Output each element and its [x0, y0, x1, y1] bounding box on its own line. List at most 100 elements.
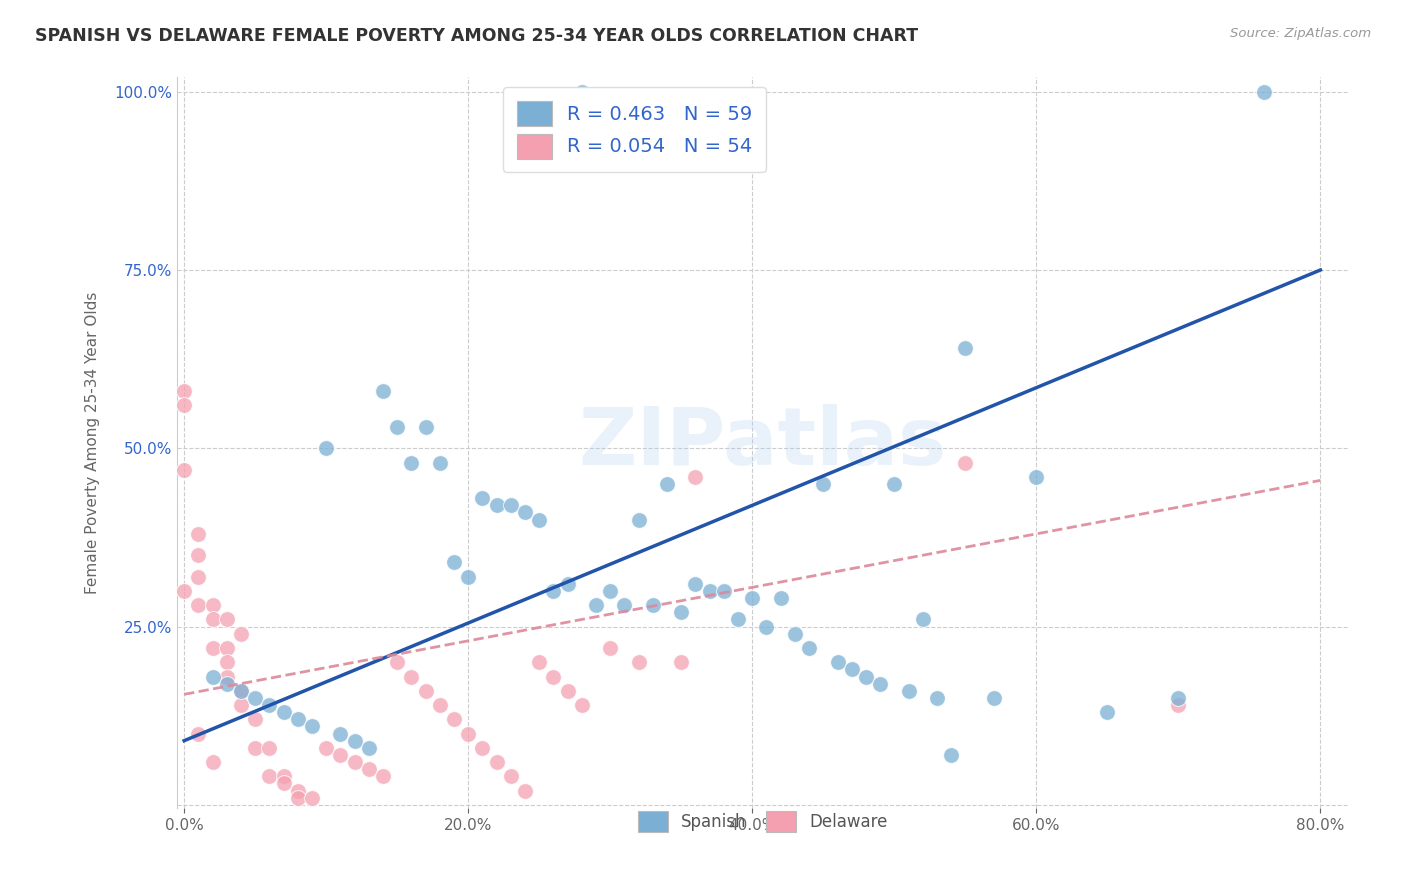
Point [925, 690, 948, 705]
Point [713, 583, 735, 598]
Point [443, 712, 465, 726]
Point [415, 683, 437, 698]
Point [259, 698, 281, 712]
Point [499, 499, 522, 513]
Point [727, 612, 749, 626]
Point [243, 740, 266, 755]
Point [485, 499, 508, 513]
Point [797, 640, 820, 655]
Point [883, 477, 905, 491]
Point [315, 740, 337, 755]
Point [911, 612, 934, 626]
Point [371, 769, 394, 783]
Point [229, 698, 252, 712]
Point [429, 456, 451, 470]
Point [599, 640, 621, 655]
Point [215, 655, 238, 669]
Point [215, 676, 238, 690]
Point [557, 683, 579, 698]
Point [671, 655, 693, 669]
Point [371, 384, 394, 399]
Point [1253, 85, 1275, 99]
Point [329, 726, 352, 740]
Point [229, 683, 252, 698]
Text: SPANISH VS DELAWARE FEMALE POVERTY AMONG 25-34 YEAR OLDS CORRELATION CHART: SPANISH VS DELAWARE FEMALE POVERTY AMONG… [35, 27, 918, 45]
Point [685, 470, 707, 484]
Point [471, 491, 494, 506]
Legend: Spanish, Delaware: Spanish, Delaware [626, 799, 900, 844]
Point [627, 655, 650, 669]
Point [215, 640, 238, 655]
Point [813, 477, 835, 491]
Point [955, 456, 977, 470]
Point [387, 655, 409, 669]
Point [869, 676, 891, 690]
Point [429, 698, 451, 712]
Point [585, 598, 607, 612]
Point [655, 477, 678, 491]
Point [457, 569, 479, 583]
Point [755, 619, 778, 633]
Point [187, 548, 209, 562]
Point [627, 513, 650, 527]
Point [259, 769, 281, 783]
Point [259, 740, 281, 755]
Point [983, 690, 1005, 705]
Point [287, 790, 309, 805]
Point [215, 612, 238, 626]
Point [671, 605, 693, 619]
Point [357, 740, 380, 755]
Point [1025, 470, 1047, 484]
Point [571, 698, 593, 712]
Point [387, 420, 409, 434]
Point [201, 598, 224, 612]
Point [485, 755, 508, 769]
Point [243, 690, 266, 705]
Point [201, 640, 224, 655]
Point [1167, 698, 1189, 712]
Point [543, 583, 565, 598]
Point [855, 669, 877, 683]
Point [315, 442, 337, 456]
Text: ZIPatlas: ZIPatlas [579, 404, 948, 482]
Point [287, 712, 309, 726]
Point [229, 683, 252, 698]
Point [529, 655, 551, 669]
Text: Source: ZipAtlas.com: Source: ZipAtlas.com [1230, 27, 1371, 40]
Point [1097, 705, 1119, 719]
Point [201, 612, 224, 626]
Point [783, 626, 806, 640]
Point [471, 740, 494, 755]
Point [273, 705, 295, 719]
Point [557, 576, 579, 591]
Y-axis label: Female Poverty Among 25-34 Year Olds: Female Poverty Among 25-34 Year Olds [86, 292, 100, 594]
Point [897, 683, 920, 698]
Point [187, 726, 209, 740]
Point [529, 513, 551, 527]
Point [443, 555, 465, 569]
Point [301, 719, 323, 733]
Point [841, 662, 863, 676]
Point [401, 456, 423, 470]
Point [641, 598, 664, 612]
Point [513, 783, 536, 797]
Point [955, 342, 977, 356]
Point [543, 669, 565, 683]
Point [229, 626, 252, 640]
Point [201, 669, 224, 683]
Point [401, 669, 423, 683]
Point [571, 85, 593, 99]
Point [243, 712, 266, 726]
Point [329, 747, 352, 762]
Point [187, 527, 209, 541]
Point [827, 655, 849, 669]
Point [187, 598, 209, 612]
Point [699, 583, 721, 598]
Point [499, 769, 522, 783]
Point [173, 399, 195, 413]
Point [343, 733, 366, 747]
Point [173, 583, 195, 598]
Point [187, 569, 209, 583]
Point [457, 726, 479, 740]
Point [513, 506, 536, 520]
